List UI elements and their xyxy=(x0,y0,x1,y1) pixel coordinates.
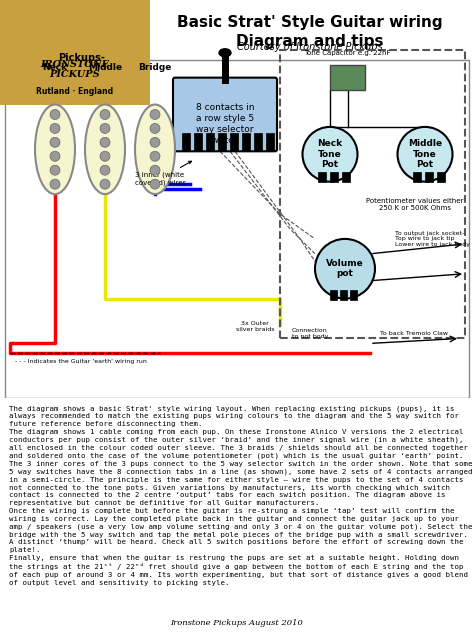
Circle shape xyxy=(50,165,60,175)
Text: Basic Strat' Style Guitar wiring
Diagram and tips: Basic Strat' Style Guitar wiring Diagram… xyxy=(177,15,443,49)
Text: Bridge: Bridge xyxy=(138,63,172,72)
Text: Neck: Neck xyxy=(43,63,68,72)
Text: Pickups-: Pickups- xyxy=(59,52,105,63)
Bar xyxy=(437,172,445,182)
Circle shape xyxy=(50,109,60,119)
Bar xyxy=(242,133,250,151)
Bar xyxy=(266,133,274,151)
Text: The diagram shows a basic Strat' style wiring layout. When replacing existing pi: The diagram shows a basic Strat' style w… xyxy=(9,405,473,585)
Ellipse shape xyxy=(135,104,175,194)
Bar xyxy=(254,133,262,151)
Bar xyxy=(5,60,469,398)
Text: Volume
pot: Volume pot xyxy=(326,259,364,279)
Circle shape xyxy=(150,109,160,119)
Text: Neck
Tone
Pot: Neck Tone Pot xyxy=(318,140,343,169)
Text: To back Tremolo Claw: To back Tremolo Claw xyxy=(380,331,448,336)
Text: Courtesy of Ironstone Pickups: Courtesy of Ironstone Pickups xyxy=(237,42,383,52)
Ellipse shape xyxy=(219,49,231,57)
Circle shape xyxy=(150,165,160,175)
Ellipse shape xyxy=(315,239,375,299)
Circle shape xyxy=(100,151,110,161)
Text: 3x Outer
silver braids: 3x Outer silver braids xyxy=(236,321,274,332)
Bar xyxy=(182,133,190,151)
Bar xyxy=(330,289,337,300)
Text: 3 inner (white
covered) wires: 3 inner (white covered) wires xyxy=(135,161,191,186)
Bar xyxy=(340,289,347,300)
Ellipse shape xyxy=(85,104,125,194)
FancyBboxPatch shape xyxy=(173,78,277,151)
Text: Ironstone Pickups August 2010: Ironstone Pickups August 2010 xyxy=(171,619,303,628)
Ellipse shape xyxy=(35,104,75,194)
Bar xyxy=(218,133,226,151)
Text: To output jack socket-
Top wire to jack tip
Lower wire to jack body: To output jack socket- Top wire to jack … xyxy=(395,231,470,247)
Bar xyxy=(194,133,202,151)
Circle shape xyxy=(100,179,110,189)
Circle shape xyxy=(150,179,160,189)
Bar xyxy=(318,172,326,182)
Text: Potentiometer values either
250 K or 500K Ohms: Potentiometer values either 250 K or 500… xyxy=(366,198,464,210)
Ellipse shape xyxy=(398,127,453,181)
Circle shape xyxy=(100,109,110,119)
Bar xyxy=(280,50,465,339)
Bar xyxy=(342,172,350,182)
Bar xyxy=(330,64,365,90)
Circle shape xyxy=(100,137,110,147)
Circle shape xyxy=(150,123,160,133)
Text: 8 contacts in
a row style 5
way selector
switch: 8 contacts in a row style 5 way selector… xyxy=(196,102,254,145)
Circle shape xyxy=(100,123,110,133)
Bar xyxy=(230,133,238,151)
Text: Connection
to pot body: Connection to pot body xyxy=(292,328,328,339)
Circle shape xyxy=(50,137,60,147)
Text: Rutland · England: Rutland · England xyxy=(36,87,114,96)
Circle shape xyxy=(150,151,160,161)
Text: IRONSTONE
PICKUPS: IRONSTONE PICKUPS xyxy=(40,60,109,80)
Text: Middle
Tone
Pot: Middle Tone Pot xyxy=(408,140,442,169)
Circle shape xyxy=(50,179,60,189)
Circle shape xyxy=(150,137,160,147)
Bar xyxy=(330,172,338,182)
Circle shape xyxy=(50,151,60,161)
Text: - - - Indicates the Guitar 'earth' wiring run: - - - Indicates the Guitar 'earth' wirin… xyxy=(15,360,147,364)
Bar xyxy=(0,0,150,104)
Text: Middle: Middle xyxy=(88,63,122,72)
Bar xyxy=(425,172,433,182)
Bar xyxy=(413,172,421,182)
Bar xyxy=(206,133,214,151)
Circle shape xyxy=(100,165,110,175)
Circle shape xyxy=(50,123,60,133)
Ellipse shape xyxy=(302,127,357,181)
Text: Tone Capacitor e.g. 22nF: Tone Capacitor e.g. 22nF xyxy=(304,50,390,56)
Bar xyxy=(350,289,357,300)
